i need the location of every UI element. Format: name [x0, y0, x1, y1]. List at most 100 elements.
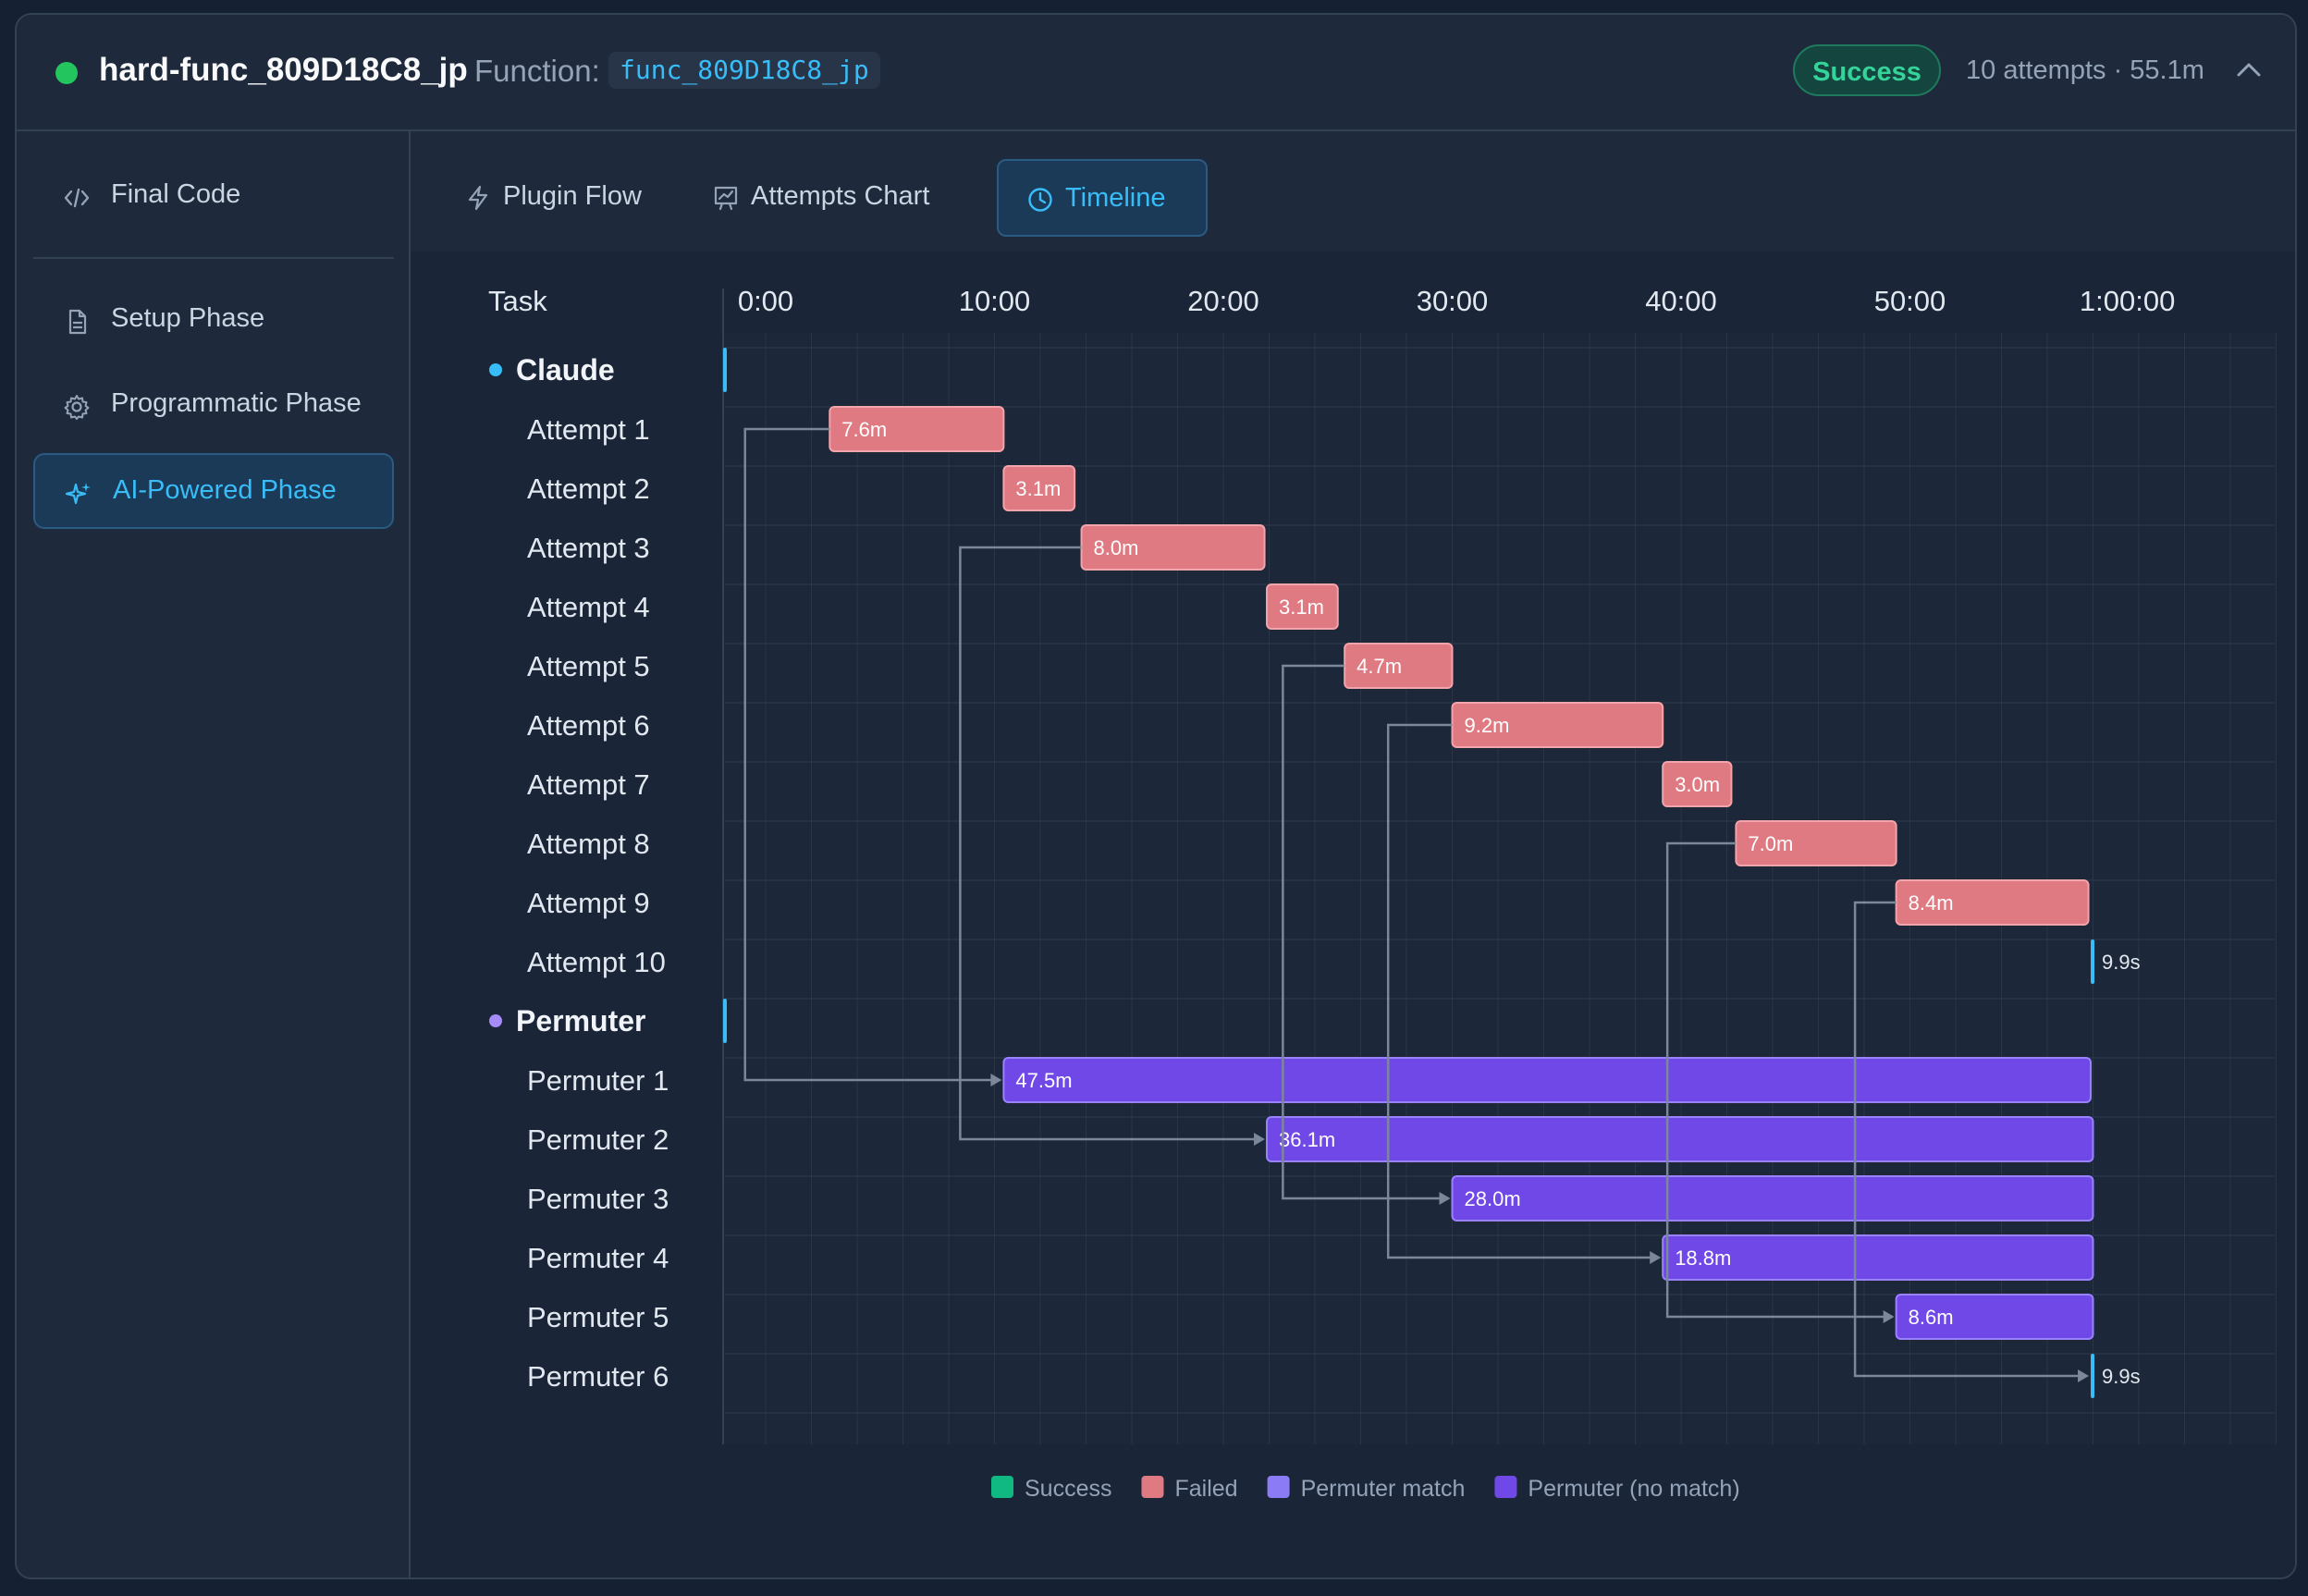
- task-row-label: Attempt 9: [527, 887, 650, 919]
- task-row-label: Attempt 6: [527, 709, 650, 742]
- sidebar-divider: [33, 257, 394, 259]
- timeline-bar[interactable]: [2091, 939, 2095, 984]
- legend-swatch: [991, 1476, 1013, 1498]
- sidebar-item-setup-phase[interactable]: Setup Phase: [33, 283, 394, 359]
- task-row-label: Permuter 3: [527, 1183, 669, 1215]
- task-row-label: Attempt 8: [527, 828, 650, 860]
- timeline-bar[interactable]: [1002, 1057, 2093, 1103]
- view-tabs: Plugin Flow Attempts Chart Timeline: [411, 131, 2295, 252]
- sidebar-item-final-code[interactable]: Final Code: [33, 159, 394, 235]
- chevron-up-icon[interactable]: [2230, 52, 2267, 89]
- main-panel: Plugin Flow Attempts Chart Timeline Task…: [411, 131, 2295, 1578]
- bar-duration-label: 36.1m: [1279, 1128, 1335, 1151]
- status-badge: Success: [1793, 44, 1941, 96]
- timeline-bar[interactable]: [1266, 1116, 2094, 1162]
- task-row-label: Attempt 1: [527, 413, 650, 446]
- dependency-connector: [959, 546, 1257, 1141]
- group-marker: [723, 348, 727, 392]
- dependency-connector: [1386, 723, 1652, 1259]
- chart-icon: [712, 184, 740, 212]
- tab-timeline[interactable]: Timeline: [997, 159, 1208, 237]
- x-tick-label: 30:00: [1417, 285, 1489, 317]
- dependency-arrowhead: [1883, 1310, 1895, 1323]
- timeline-bar[interactable]: [1662, 1234, 2094, 1281]
- code-icon: [63, 184, 91, 212]
- bar-duration-label: 7.6m: [841, 418, 887, 441]
- task-header: Task: [488, 285, 547, 317]
- dependency-connector: [1665, 841, 1885, 1319]
- sidebar-item-label: Programmatic Phase: [111, 388, 362, 418]
- lightning-icon: [464, 184, 492, 212]
- bar-duration-label: 18.8m: [1675, 1246, 1731, 1270]
- gear-icon: [63, 393, 91, 421]
- tab-label: Plugin Flow: [503, 181, 642, 211]
- bar-duration-label: 9.9s: [2102, 951, 2141, 974]
- legend-swatch: [1267, 1476, 1290, 1498]
- timeline-chart-area: Task 0:00 10:00 20:00 30:00 40:00 50:00 1:00:00…: [411, 252, 2295, 1578]
- legend-swatch: [1494, 1476, 1517, 1498]
- timeline-bar[interactable]: [1080, 524, 1266, 571]
- timeline-bar[interactable]: [2091, 1354, 2095, 1398]
- bar-duration-label: 8.0m: [1094, 536, 1139, 559]
- bar-duration-label: 3.0m: [1675, 773, 1720, 796]
- bar-duration-label: 47.5m: [1015, 1069, 1072, 1092]
- function-name: func_809D18C8_jp: [608, 52, 880, 89]
- timeline-bar[interactable]: [1344, 643, 1454, 689]
- group-label: Permuter: [516, 1004, 646, 1037]
- legend-swatch: [1141, 1476, 1164, 1498]
- task-row-label: Attempt 5: [527, 650, 650, 682]
- dependency-arrowhead: [2078, 1369, 2090, 1382]
- task-row-label: Attempt 7: [527, 768, 650, 801]
- x-tick-label: 40:00: [1645, 285, 1717, 317]
- timeline-bar[interactable]: [1266, 583, 1339, 630]
- task-row-label: Permuter 6: [527, 1360, 669, 1393]
- timeline-bar[interactable]: [1451, 1175, 2094, 1222]
- legend-label: Permuter (no match): [1528, 1476, 1739, 1502]
- bar-duration-label: 28.0m: [1465, 1187, 1521, 1210]
- legend-label: Failed: [1174, 1476, 1237, 1502]
- bar-duration-label: 4.7m: [1357, 655, 1402, 678]
- bar-duration-label: 8.6m: [1909, 1306, 1954, 1329]
- sidebar-item-label: AI-Powered Phase: [113, 475, 337, 505]
- sidebar-item-ai-powered-phase[interactable]: AI-Powered Phase: [33, 453, 394, 529]
- x-tick-label: 0:00: [738, 285, 793, 317]
- sidebar-item-label: Setup Phase: [111, 303, 265, 333]
- bar-duration-label: 8.4m: [1909, 891, 1954, 915]
- phase-sidebar: Final Code Setup Phase Programmatic Phas…: [17, 131, 411, 1578]
- task-row-label: Permuter 4: [527, 1242, 669, 1274]
- bar-duration-label: 9.2m: [1465, 714, 1510, 737]
- group-dot: [489, 363, 502, 376]
- bar-duration-label: 3.1m: [1015, 477, 1061, 500]
- tab-plugin-flow[interactable]: Plugin Flow: [436, 159, 668, 237]
- dependency-arrowhead: [1254, 1133, 1266, 1146]
- sparkles-icon: [65, 480, 92, 508]
- sidebar-item-programmatic-phase[interactable]: Programmatic Phase: [33, 368, 394, 444]
- timeline-bar[interactable]: [1002, 465, 1076, 511]
- dependency-arrowhead: [1650, 1251, 1662, 1264]
- dependency-arrowhead: [990, 1074, 1002, 1087]
- group-dot: [489, 1014, 502, 1027]
- task-row-label: Permuter 5: [527, 1301, 669, 1333]
- legend-label: Success: [1025, 1476, 1111, 1502]
- attempts-summary: 10 attempts · 55.1m: [1966, 55, 2204, 85]
- tab-attempts-chart[interactable]: Attempts Chart: [684, 159, 952, 237]
- sidebar-item-label: Final Code: [111, 179, 241, 209]
- x-tick-label: 50:00: [1874, 285, 1946, 317]
- group-label: Claude: [516, 353, 615, 387]
- timeline-bar[interactable]: [1662, 761, 1733, 807]
- task-row-label: Attempt 10: [527, 946, 666, 978]
- task-row-label: Permuter 2: [527, 1123, 669, 1156]
- task-row-label: Attempt 4: [527, 591, 650, 623]
- job-header[interactable]: hard-func_809D18C8_jp Function: func_809…: [17, 15, 2295, 131]
- timeline-bar[interactable]: [1895, 1294, 2094, 1340]
- task-row-label: Permuter 1: [527, 1064, 669, 1097]
- x-tick-label: 10:00: [959, 285, 1031, 317]
- job-card: hard-func_809D18C8_jp Function: func_809…: [15, 13, 2297, 1579]
- task-row-label: Attempt 3: [527, 532, 650, 564]
- task-row-label: Attempt 2: [527, 473, 650, 505]
- tab-label: Attempts Chart: [751, 181, 930, 211]
- group-marker: [723, 999, 727, 1043]
- bar-duration-label: 3.1m: [1279, 595, 1324, 619]
- dependency-connector: [1282, 664, 1442, 1200]
- clock-icon: [1026, 186, 1054, 214]
